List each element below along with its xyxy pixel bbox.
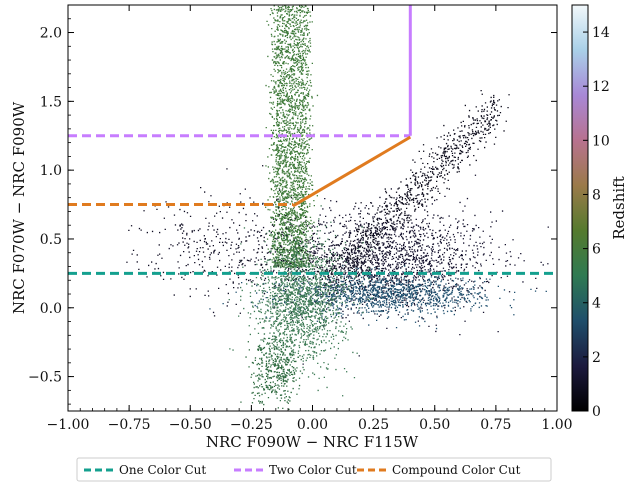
y-axis-label: NRC F070W − NRC F090W <box>10 101 28 314</box>
colorbar-tick-label: 0 <box>592 404 601 420</box>
colorbar-tick-label: 2 <box>592 350 601 366</box>
legend-label-one-color-cut: One Color Cut <box>119 463 206 477</box>
point-cloud-dots-5 <box>240 317 305 411</box>
point-cloud-3 <box>265 5 320 268</box>
y-tick-label: −0.5 <box>28 370 62 386</box>
colorbar-tick-label: 4 <box>592 296 601 312</box>
y-axis: −0.5 0.0 0.5 1.0 1.5 2.0 <box>28 18 557 405</box>
x-axis-label: NRC F090W − NRC F115W <box>206 433 419 451</box>
scatter-points <box>126 5 549 411</box>
x-tick-label: 0.75 <box>480 417 511 433</box>
cut-line-compound-color-cut-solid <box>292 135 412 208</box>
colorbar-tick-label: 6 <box>592 242 601 258</box>
legend-box <box>76 457 552 482</box>
x-tick-label: −0.25 <box>230 417 273 433</box>
point-cloud-dots-3 <box>265 5 320 268</box>
x-tick-label: −0.75 <box>108 417 151 433</box>
colorbar-tick-label: 12 <box>592 79 610 95</box>
x-tick-label: 0.25 <box>358 417 389 433</box>
point-cloud-dots-2 <box>209 265 547 330</box>
colorbar-tick-label: 14 <box>592 25 610 41</box>
colorbar-tick-label: 8 <box>592 187 601 203</box>
x-tick-label: −0.50 <box>169 417 212 433</box>
colorbar-label: Redshift <box>610 176 628 240</box>
colorbar-gradient <box>571 4 589 412</box>
y-tick-label: 0.5 <box>40 232 62 248</box>
cut-lines <box>68 5 557 275</box>
x-tick-label: 0.50 <box>419 417 450 433</box>
plot-background <box>68 5 557 411</box>
x-tick-label: 0.00 <box>297 417 328 433</box>
y-tick-label: 1.5 <box>40 94 62 110</box>
y-tick-label: 1.0 <box>40 163 62 179</box>
x-tick-label: 1.00 <box>541 417 572 433</box>
plot-area <box>67 4 558 412</box>
legend: One Color Cut Two Color Cut Compound Col… <box>76 457 552 482</box>
point-cloud-2 <box>209 265 547 330</box>
point-cloud-5 <box>240 317 305 411</box>
legend-label-compound-color-cut: Compound Color Cut <box>392 463 521 477</box>
colorbar-tick-label: 10 <box>592 133 610 149</box>
colorbar: 0 2 4 6 8 10 12 14 Redshift <box>571 4 628 420</box>
x-tick-label: −1.00 <box>47 417 90 433</box>
x-axis: −1.00 −0.75 −0.50 −0.25 0.00 0.25 0.50 0.75 1.00 <box>47 5 573 433</box>
y-tick-label: 2.0 <box>40 26 62 42</box>
y-tick-label: 0.0 <box>40 301 62 317</box>
legend-label-two-color-cut: Two Color Cut <box>269 463 357 477</box>
